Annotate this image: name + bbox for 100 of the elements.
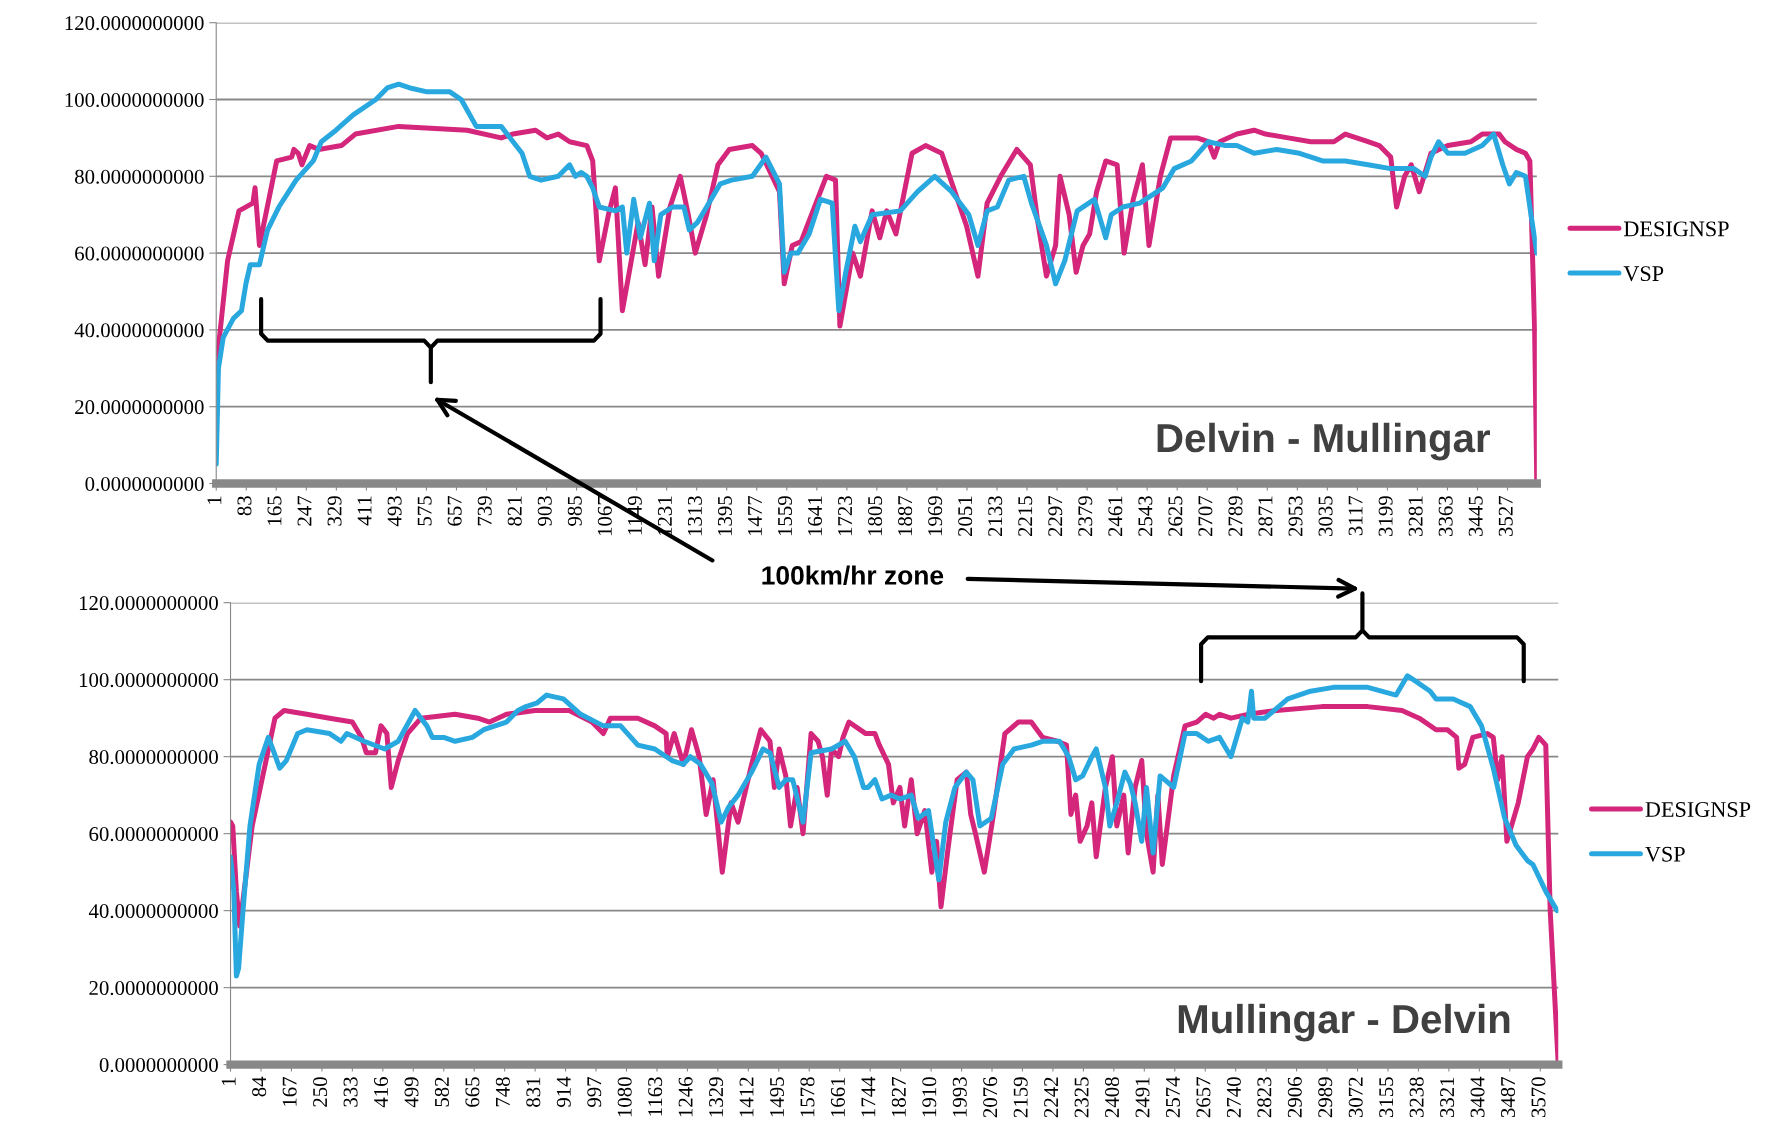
- y-tick-label: 80.0000000000: [75, 169, 204, 184]
- x-tick-label: 411: [357, 496, 372, 526]
- x-tick-label: 3404: [1470, 1076, 1485, 1118]
- x-tick-label: 2325: [1074, 1077, 1089, 1118]
- y-tick-label: 60.0000000000: [89, 827, 218, 842]
- x-tick-label: 2789: [1228, 496, 1243, 537]
- x-tick-label: 3199: [1378, 496, 1393, 536]
- x-tick-label: 2076: [983, 1077, 998, 1118]
- x-tick-label: 2297: [1048, 495, 1063, 537]
- x-tick-label: 3281: [1408, 496, 1423, 536]
- x-tick-label: 2159: [1013, 1077, 1028, 1118]
- annotation: Mullingar - Delvin: [1178, 1003, 1510, 1042]
- y-tick-label: 0.0000000000: [85, 476, 204, 492]
- x-tick-label: 2242: [1044, 1077, 1058, 1118]
- x-tick-label: 2543: [1138, 496, 1153, 537]
- x-tick-label: 1: [207, 496, 222, 504]
- legend-label: DESIGNSP: [1645, 801, 1751, 817]
- x-tick-label: 903: [537, 496, 552, 526]
- x-tick-label: 3527: [1498, 495, 1513, 536]
- x-tick-label: 333: [343, 1077, 358, 1107]
- x-tick-label: 3487: [1500, 1077, 1516, 1118]
- x-tick-label: 3238: [1409, 1077, 1424, 1118]
- x-tick-label: 1246: [678, 1077, 693, 1117]
- x-tick-label: 165: [267, 496, 282, 525]
- x-tick-label: 1641: [808, 496, 823, 536]
- text: 100km/hr zone: [762, 565, 944, 586]
- x-tick-label: 3072: [1348, 1077, 1363, 1118]
- x-tick-label: 2461: [1108, 496, 1123, 537]
- x-tick-label: 748: [495, 1077, 510, 1107]
- x-tick-label: 3035: [1318, 496, 1333, 536]
- x-tick-label: 1: [221, 1077, 236, 1086]
- x-tick-label: 329: [327, 496, 342, 526]
- y-tick-label: 60.0000000000: [75, 246, 204, 261]
- x-tick-label: 1395: [717, 496, 732, 536]
- x-tick-label: 1080: [617, 1077, 632, 1117]
- x-tick-label: 3155: [1379, 1077, 1394, 1118]
- x-tick-label: 2906: [1287, 1077, 1302, 1118]
- x-tick-label: 2051: [958, 496, 973, 537]
- x-tick-label: 2408: [1105, 1077, 1120, 1118]
- x-tick-label: 2625: [1168, 496, 1183, 537]
- x-tick-label: 1412: [739, 1077, 754, 1117]
- x-tick-label: 1067: [597, 495, 612, 536]
- x-tick-label: 1559: [778, 496, 793, 536]
- x-tick-label: 1329: [709, 1077, 724, 1117]
- x-tick-label: 3117: [1348, 495, 1363, 536]
- x-tick-label: 739: [477, 496, 492, 526]
- x-tick-label: 1163: [648, 1077, 663, 1116]
- x-tick-label: 2215: [1018, 496, 1033, 537]
- x-tick-label: 3321: [1440, 1077, 1455, 1118]
- x-tick-label: 821: [507, 496, 522, 526]
- x-tick-label: 2707: [1198, 495, 1213, 537]
- x-tick-label: 582: [434, 1077, 449, 1107]
- legend-label: DESIGNSP: [1624, 221, 1729, 237]
- x-tick-label: 657: [447, 495, 462, 526]
- x-tick-label: 3445: [1468, 496, 1483, 536]
- x-tick-label: 2491: [1135, 1077, 1150, 1118]
- y-tick-label: 120.0000000000: [65, 16, 204, 31]
- legend-label: VSP: [1623, 266, 1664, 282]
- x-tick-label: 2740: [1226, 1077, 1241, 1118]
- x-tick-label: 575: [417, 496, 432, 526]
- x-tick-label: 914: [556, 1076, 571, 1108]
- x-tick-label: 499: [404, 1077, 419, 1108]
- legend-label: VSP: [1645, 846, 1685, 862]
- x-tick-label: 1969: [928, 496, 943, 536]
- x-tick-label: 1723: [838, 496, 853, 536]
- y-tick-label: 0.0000000000: [99, 1058, 218, 1073]
- x-tick-label: 1578: [800, 1077, 815, 1117]
- x-tick-label: 2574: [1165, 1076, 1180, 1118]
- x-tick-label: 2871: [1258, 496, 1273, 537]
- x-tick-label: 665: [465, 1077, 480, 1107]
- y-tick-label: 40.0000000000: [88, 904, 218, 919]
- y-tick-label: 20.0000000000: [89, 981, 218, 996]
- x-tick-label: 1661: [830, 1077, 845, 1117]
- x-tick-label: 84: [252, 1076, 267, 1097]
- x-tick-label: 250: [313, 1077, 328, 1107]
- x-tick-label: 1993: [952, 1077, 967, 1117]
- y-tick-label: 100.0000000000: [65, 92, 204, 108]
- x-tick-label: 3363: [1438, 496, 1453, 536]
- x-tick-label: 2657: [1196, 1077, 1211, 1118]
- x-tick-label: 167: [282, 1077, 297, 1106]
- x-tick-label: 1887: [898, 495, 913, 536]
- y-tick-label: 100.0000000000: [79, 673, 218, 688]
- x-tick-label: 1827: [891, 1077, 906, 1117]
- x-tick-label: 2133: [988, 496, 1003, 537]
- x-tick-label: 247: [297, 495, 312, 526]
- x-tick-label: 1910: [922, 1077, 937, 1117]
- y-tick-label: 40.0000000000: [74, 323, 204, 338]
- x-tick-label: 416: [374, 1077, 389, 1108]
- x-tick-label: 83: [237, 496, 252, 516]
- x-tick-label: 985: [567, 496, 582, 526]
- x-tick-label: 2379: [1078, 496, 1093, 537]
- x-tick-label: 831: [526, 1077, 541, 1107]
- y-tick-label: 20.0000000000: [75, 400, 204, 415]
- x-tick-label: 2953: [1288, 496, 1303, 537]
- x-tick-label: 1495: [770, 1077, 785, 1117]
- x-tick-label: 1149: [627, 496, 642, 535]
- y-tick-label: 80.0000000000: [89, 750, 218, 765]
- x-tick-label: 2823: [1257, 1077, 1272, 1118]
- annotation: Delvin - Mullingar: [1157, 422, 1491, 461]
- x-tick-label: 2989: [1318, 1077, 1333, 1118]
